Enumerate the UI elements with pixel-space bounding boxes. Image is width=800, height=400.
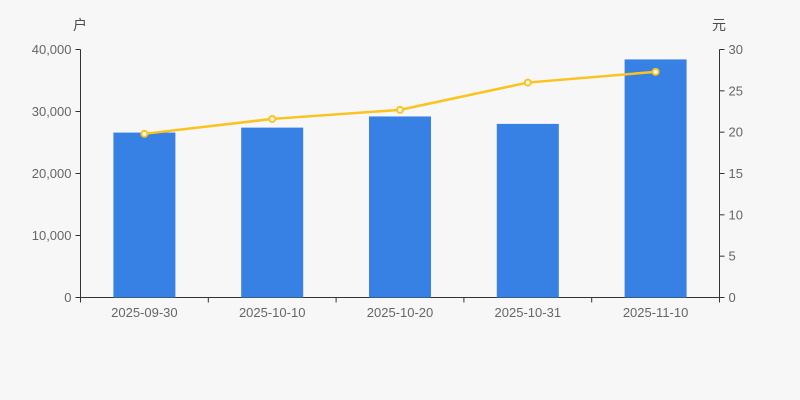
bar-2025-10-31[interactable] — [496, 123, 559, 298]
right-axis-tick-label: 20 — [729, 125, 743, 140]
right-axis-tick-label: 0 — [729, 290, 736, 305]
left-axis-tick-label: 40,000 — [32, 42, 72, 57]
right-axis-tick-label: 30 — [729, 42, 743, 57]
left-axis-unit-label: 户 — [73, 17, 87, 33]
x-axis-category-label: 2025-09-30 — [111, 305, 178, 320]
x-axis-category-label: 2025-10-10 — [239, 305, 306, 320]
left-axis-tick-label: 0 — [64, 290, 71, 305]
line-point-2025-09-30[interactable] — [140, 129, 149, 138]
left-axis-tick-label: 10,000 — [32, 228, 72, 243]
line-point-2025-11-10[interactable] — [651, 67, 660, 76]
bar-2025-11-10[interactable] — [624, 59, 687, 298]
right-axis-tick-label: 15 — [729, 166, 743, 181]
bar-2025-10-10[interactable] — [241, 127, 304, 298]
left-axis-tick-label: 20,000 — [32, 166, 72, 181]
bar-2025-10-20[interactable] — [369, 116, 431, 298]
x-axis-category-label: 2025-10-31 — [495, 305, 562, 320]
right-axis-unit-label: 元 — [712, 17, 726, 33]
right-axis-tick-label: 10 — [729, 207, 743, 222]
line-point-2025-10-20[interactable] — [396, 105, 404, 114]
right-axis-tick-label: 25 — [729, 83, 743, 98]
right-axis-tick-label: 5 — [729, 249, 736, 264]
left-axis-tick-label: 30,000 — [32, 104, 72, 119]
line-point-2025-10-31[interactable] — [523, 78, 532, 87]
line-point-2025-10-10[interactable] — [268, 114, 277, 123]
x-axis-category-label: 2025-11-10 — [623, 305, 689, 320]
bar-2025-09-30[interactable] — [113, 132, 176, 298]
x-axis-category-label: 2025-10-20 — [367, 305, 434, 320]
